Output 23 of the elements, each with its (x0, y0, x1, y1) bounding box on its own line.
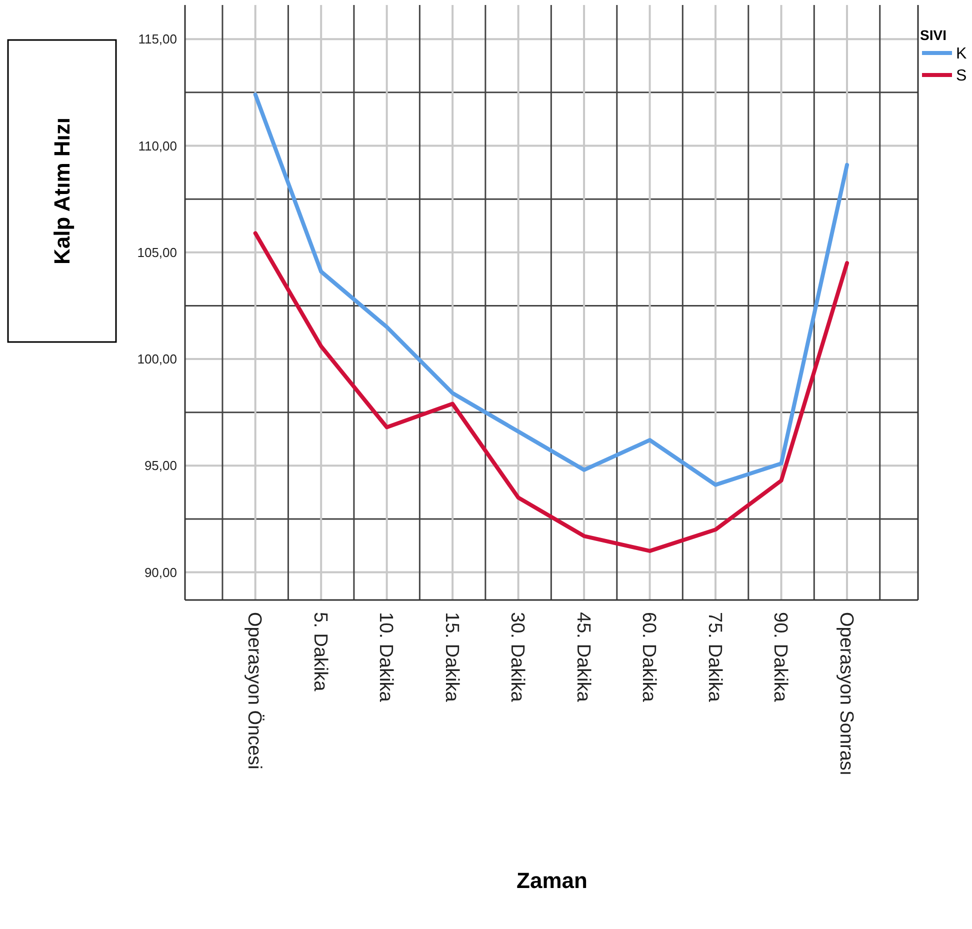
line-series (253, 231, 849, 553)
x-tick-label: Operasyon Öncesi (244, 612, 265, 770)
x-tick-label: 75. Dakika (704, 612, 725, 702)
x-tick-label: 30. Dakika (506, 612, 528, 702)
x-tick-label: 60. Dakika (638, 612, 660, 702)
y-tick-label: 105,00 (137, 244, 177, 260)
y-tick-label: 110,00 (138, 138, 177, 154)
y-tick-label: 100,00 (137, 352, 177, 367)
legend-title: SIVI (920, 27, 946, 43)
y-tick-label: 115,00 (138, 32, 177, 47)
y-axis-title: Kalp Atım Hızı (50, 117, 75, 265)
x-tick-label: 45. Dakika (572, 612, 594, 702)
x-tick-label: 5. Dakika (309, 612, 330, 692)
legend-label: K (956, 46, 967, 63)
x-tick-label: 15. Dakika (440, 612, 462, 702)
line-series (253, 92, 849, 487)
x-axis-title: Zaman (516, 868, 588, 893)
x-tick-label: Operasyon Sonrası (835, 612, 856, 776)
y-tick-label: 90,00 (144, 564, 177, 580)
legend-label: S (956, 68, 967, 85)
x-tick-label: 10. Dakika (375, 612, 396, 702)
x-tick-label: 90. Dakika (770, 612, 791, 702)
y-tick-label: 95,00 (144, 458, 177, 474)
